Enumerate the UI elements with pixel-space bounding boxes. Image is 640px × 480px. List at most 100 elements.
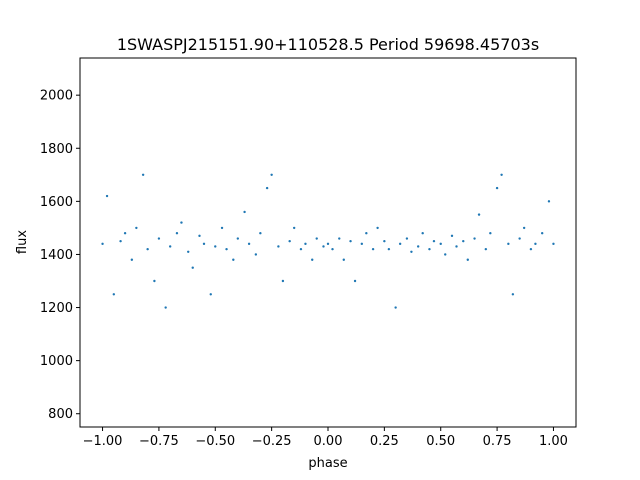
scatter-point	[247, 242, 251, 246]
scatter-point	[547, 200, 551, 203]
scatter-point	[405, 237, 409, 240]
scatter-point	[130, 258, 134, 261]
scatter-point	[243, 210, 246, 214]
x-tick-label: −1.00	[83, 434, 123, 449]
scatter-point	[236, 237, 240, 240]
scatter-point	[214, 245, 217, 248]
scatter-point	[376, 226, 379, 230]
y-tick-label: 800	[48, 407, 73, 422]
scatter-point	[331, 247, 334, 251]
scatter-point	[477, 213, 481, 216]
scatter-point	[450, 234, 454, 238]
scatter-point	[119, 239, 122, 243]
scatter-point	[101, 242, 104, 246]
scatter-point	[511, 293, 515, 296]
scatter-point	[540, 232, 544, 235]
y-axis-ticks: 800 1000 1200 1400 1600 1800 2000	[40, 89, 80, 422]
scatter-point	[394, 306, 397, 309]
y-tick-label: 1800	[40, 142, 73, 157]
scatter-point	[187, 250, 190, 253]
y-axis-label: flux	[15, 230, 30, 254]
scatter-point	[383, 239, 386, 243]
scatter-point	[123, 232, 127, 235]
x-axis-ticks: −1.00 −0.75 −0.50 −0.25 0.00 0.25 0.50 0.75 1.00	[83, 427, 568, 449]
scatter-point	[428, 247, 431, 251]
scatter-point	[410, 250, 413, 253]
scatter-point	[153, 279, 156, 283]
scatter-point	[353, 279, 357, 283]
scatter-point	[349, 239, 352, 243]
scatter-point	[141, 173, 145, 177]
x-tick-label: 1.00	[539, 434, 568, 449]
scatter-point	[522, 226, 526, 230]
scatter-point	[466, 258, 469, 261]
scatter-point	[198, 234, 201, 238]
scatter-point	[175, 232, 179, 235]
scatter-point	[232, 258, 235, 261]
scatter-point	[311, 258, 314, 261]
scatter-point	[371, 247, 375, 251]
scatter-point	[157, 237, 161, 240]
scatter-point	[534, 242, 537, 246]
x-axis-label: phase	[308, 456, 347, 471]
scatter-point	[281, 279, 285, 283]
scatter-point	[518, 237, 521, 240]
scatter-point	[507, 242, 510, 246]
scatter-point	[338, 237, 341, 240]
y-tick-label: 2000	[40, 89, 73, 104]
scatter-point	[164, 306, 167, 309]
scatter-point	[552, 242, 555, 246]
scatter-point	[387, 247, 391, 251]
scatter-points	[101, 173, 555, 309]
scatter-point	[444, 253, 447, 256]
scatter-point	[259, 232, 262, 235]
y-tick-label: 1000	[40, 354, 73, 369]
scatter-point	[105, 194, 109, 198]
scatter-point	[304, 242, 307, 246]
y-tick-label: 1400	[40, 248, 73, 263]
scatter-point	[225, 247, 228, 251]
scatter-point	[326, 242, 330, 246]
scatter-point	[439, 242, 442, 246]
scatter-point	[495, 186, 499, 190]
scatter-point	[360, 242, 364, 246]
scatter-point	[220, 226, 224, 230]
scatter-point	[112, 293, 116, 296]
x-tick-label: 0.75	[483, 434, 512, 449]
scatter-point	[455, 245, 458, 248]
scatter-point	[432, 239, 436, 243]
scatter-point	[191, 266, 194, 269]
scatter-point	[265, 186, 269, 190]
scatter-point	[462, 239, 465, 243]
scatter-point	[489, 232, 492, 235]
scatter-point	[299, 247, 303, 251]
scatter-point	[398, 242, 402, 246]
scatter-point	[529, 247, 533, 251]
scatter-point	[277, 245, 280, 248]
y-tick-label: 1200	[40, 301, 73, 316]
scatter-point	[292, 226, 296, 230]
scatter-point	[180, 221, 183, 224]
scatter-point	[288, 239, 291, 243]
scatter-point	[500, 173, 503, 177]
y-tick-label: 1600	[40, 195, 73, 210]
scatter-point	[315, 237, 318, 240]
scatter-point	[209, 293, 212, 296]
x-tick-label: −0.50	[195, 434, 235, 449]
scatter-point	[484, 247, 488, 251]
scatter-point	[168, 245, 172, 248]
scatter-point	[473, 237, 476, 240]
scatter-point	[135, 226, 138, 230]
scatter-point	[342, 258, 345, 261]
x-tick-label: −0.75	[139, 434, 179, 449]
scatter-point	[365, 232, 368, 235]
chart-title: 1SWASPJ215151.90+110528.5 Period 59698.4…	[117, 35, 539, 54]
scatter-point	[270, 173, 273, 177]
scatter-point	[146, 247, 149, 251]
scatter-point	[421, 232, 424, 235]
scatter-point	[322, 245, 325, 248]
x-tick-label: 0.25	[370, 434, 399, 449]
x-tick-label: −0.25	[252, 434, 292, 449]
